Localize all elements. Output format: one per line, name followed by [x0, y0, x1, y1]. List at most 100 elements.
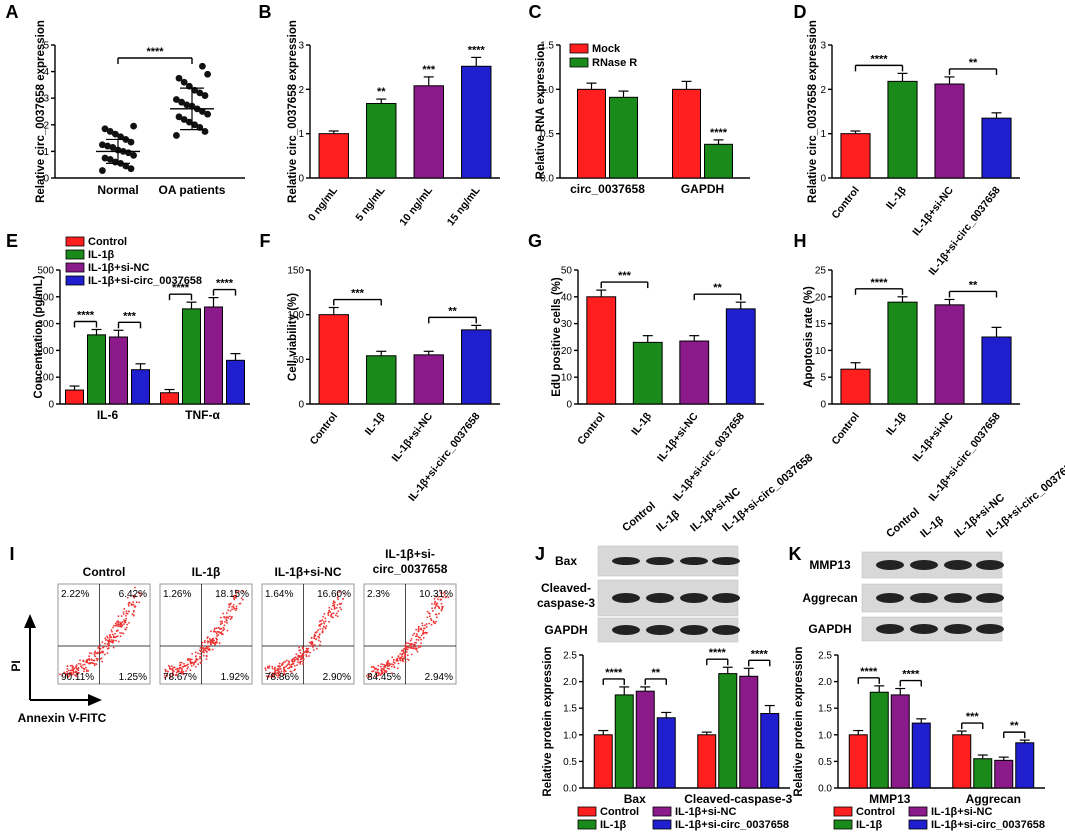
event-dot: [182, 666, 185, 668]
sig-stars: ***: [351, 288, 365, 300]
event-dot: [401, 657, 404, 660]
event-dot: [225, 619, 228, 622]
event-dot: [85, 661, 88, 664]
event-dot: [405, 642, 408, 644]
event-dot: [410, 637, 413, 640]
event-dot: [409, 644, 412, 647]
event-dot: [98, 646, 100, 648]
event-dot: [300, 660, 302, 663]
sig-stars: ***: [618, 270, 632, 282]
data-point: [199, 108, 206, 115]
blot-band: [876, 593, 904, 603]
blot-band: [712, 557, 740, 565]
event-dot: [206, 641, 209, 644]
event-dot: [387, 663, 390, 665]
event-dot: [207, 640, 210, 643]
event-dot: [447, 596, 450, 599]
event-dot: [234, 589, 237, 592]
event-dot: [119, 632, 121, 634]
event-dot: [441, 608, 443, 611]
event-dot: [205, 658, 208, 661]
event-dot: [415, 628, 418, 631]
event-dot: [73, 667, 76, 670]
event-dot: [274, 666, 276, 669]
event-dot: [335, 612, 338, 615]
event-dot: [164, 670, 167, 673]
event-dot: [433, 597, 436, 600]
event-dot: [377, 668, 380, 671]
bar-Control-Cleaved-caspase-3: [697, 734, 717, 789]
event-dot: [436, 598, 439, 601]
event-dot: [410, 642, 413, 645]
event-dot: [319, 628, 322, 630]
event-dot: [264, 669, 267, 671]
data-point: [104, 142, 111, 150]
event-dot: [102, 646, 105, 648]
sig-stars: ****: [216, 278, 234, 290]
x-category-label: MMP13: [869, 792, 911, 806]
event-dot: [228, 604, 231, 606]
event-dot: [410, 653, 413, 656]
event-dot: [215, 641, 218, 644]
y-tick-label: 2: [298, 85, 304, 96]
event-dot: [182, 670, 185, 673]
event-dot: [438, 612, 440, 615]
bar-IL-1β+si-NC-TNF-α: [204, 306, 223, 405]
event-dot: [222, 626, 225, 629]
data-point: [204, 110, 212, 118]
event-dot: [233, 597, 235, 600]
legend-swatch: [569, 43, 589, 54]
event-dot: [189, 659, 192, 662]
event-dot: [85, 666, 87, 669]
event-dot: [315, 638, 318, 640]
y-axis-label: Relative protein expression: [793, 646, 805, 796]
event-dot: [428, 615, 431, 618]
event-dot: [132, 614, 135, 617]
event-dot: [232, 603, 235, 606]
y-tick-label: 0: [566, 400, 572, 411]
event-dot: [432, 610, 434, 612]
event-dot: [123, 607, 126, 610]
y-tick-label: 50: [561, 266, 573, 277]
event-dot: [409, 642, 411, 645]
event-dot: [231, 605, 234, 608]
event-dot: [323, 626, 325, 628]
event-dot: [434, 601, 436, 604]
event-dot: [393, 662, 396, 664]
legend-label: Control: [856, 806, 895, 818]
event-dot: [425, 626, 428, 628]
event-dot: [231, 608, 233, 611]
event-dot: [133, 596, 136, 599]
event-dot: [72, 671, 75, 674]
bar-Control-TNF-α: [160, 392, 179, 405]
event-dot: [237, 590, 240, 593]
event-dot: [181, 661, 183, 664]
event-dot: [181, 672, 184, 675]
event-dot: [185, 670, 188, 672]
event-dot: [119, 621, 121, 624]
blot-band: [646, 557, 674, 565]
event-dot: [324, 620, 327, 623]
data-point: [201, 92, 209, 99]
event-dot: [215, 632, 218, 635]
y-tick-label: 15: [815, 319, 827, 330]
event-dot: [66, 672, 69, 675]
event-dot: [191, 652, 194, 655]
event-dot: [295, 653, 298, 656]
event-dot: [167, 664, 170, 667]
event-dot: [419, 645, 422, 647]
event-dot: [416, 650, 419, 653]
event-dot: [127, 603, 130, 606]
event-dot: [127, 604, 130, 607]
event-dot: [224, 620, 226, 623]
event-dot: [227, 617, 230, 619]
event-dot: [206, 640, 209, 643]
event-dot: [125, 626, 128, 629]
blot-row-label: Aggrecan: [802, 591, 857, 605]
y-tick-label: 1.0: [818, 730, 832, 741]
event-dot: [116, 635, 119, 638]
flow-plot-frame: [261, 583, 355, 685]
sig-stars: ***: [123, 310, 137, 322]
y-tick-label: 40: [561, 292, 573, 303]
event-dot: [299, 649, 302, 652]
